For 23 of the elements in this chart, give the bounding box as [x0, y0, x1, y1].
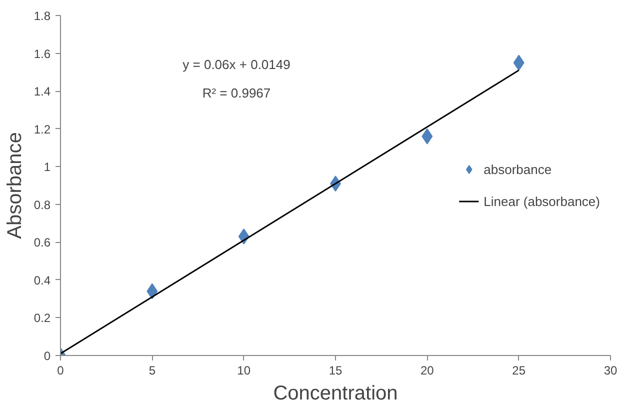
y-tick-label: 1.2 — [34, 122, 51, 136]
x-tick-label: 15 — [328, 364, 342, 378]
legend-label: absorbance — [484, 162, 552, 176]
x-tick-label: 5 — [148, 364, 156, 378]
y-tick-label: 0.6 — [34, 236, 51, 250]
x-tick-label: 30 — [604, 364, 618, 378]
y-tick-label: 0.2 — [34, 311, 51, 326]
y-tick-label: 0 — [44, 349, 51, 363]
y-tick-label: 1.6 — [34, 46, 51, 61]
x-tick-label: 25 — [512, 364, 526, 378]
y-tick-label: 1 — [44, 160, 51, 174]
x-tick-label: 20 — [420, 364, 434, 378]
y-tick-label: 0.8 — [34, 198, 51, 212]
legend-label: Linear (absorbance) — [484, 194, 600, 208]
x-axis-title: Concentration — [273, 382, 398, 404]
y-tick-label: 0.4 — [34, 273, 51, 288]
annotation: R² = 0.9967 — [202, 86, 271, 100]
y-tick-label: 1.8 — [34, 9, 51, 23]
x-tick-label: 0 — [57, 364, 64, 378]
y-tick-label: 1.4 — [34, 84, 51, 99]
x-tick-label: 10 — [237, 364, 251, 378]
y-axis-title: Absorbance — [4, 132, 26, 239]
annotation: y = 0.06x + 0.0149 — [182, 57, 290, 72]
